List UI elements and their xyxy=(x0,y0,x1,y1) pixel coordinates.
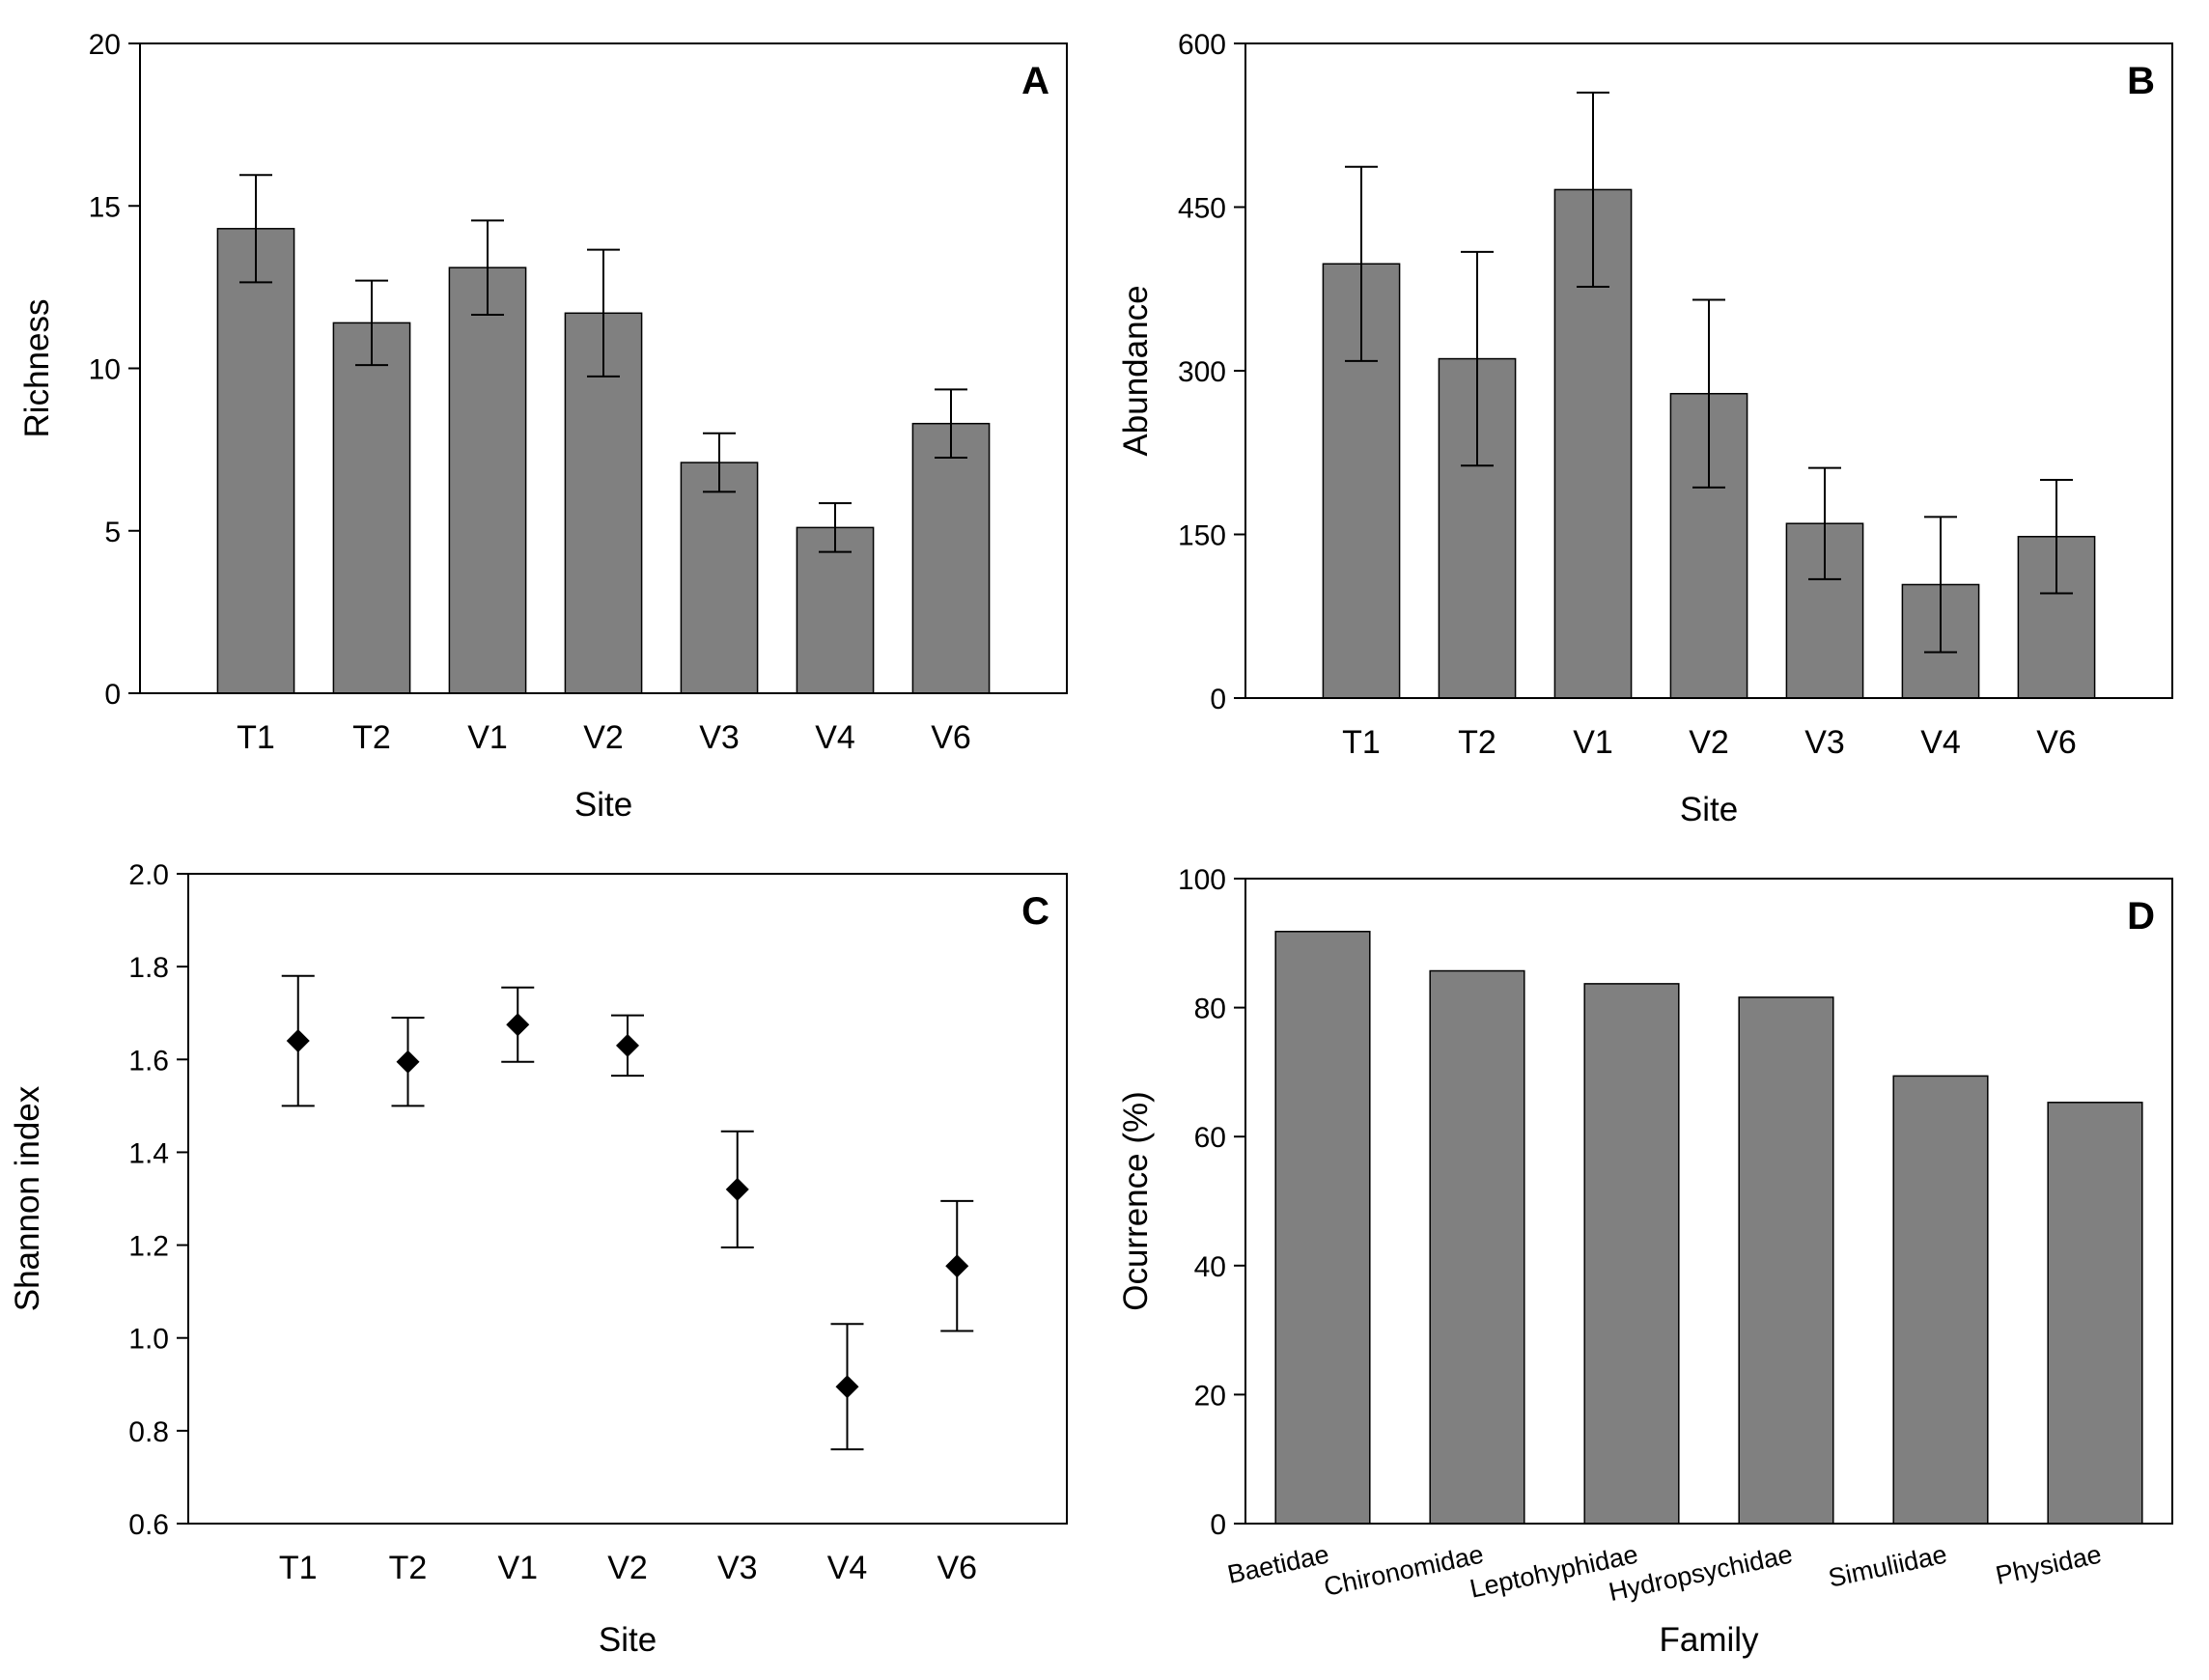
y-axis-title: Ocurrence (%) xyxy=(1117,1091,1155,1311)
x-tick-label: V3 xyxy=(717,1550,758,1586)
y-tick-label: 60 xyxy=(1194,1122,1226,1154)
x-tick-label: T2 xyxy=(1458,724,1496,761)
x-tick-label: V6 xyxy=(2036,724,2077,761)
y-tick-label: 300 xyxy=(1178,356,1226,388)
y-tick-label: 1.0 xyxy=(128,1324,169,1356)
x-axis-title: Site xyxy=(1680,791,1738,828)
y-tick-label: 1.6 xyxy=(128,1045,169,1077)
y-tick-label: 80 xyxy=(1194,994,1226,1025)
bar-physidae xyxy=(2047,1102,2143,1525)
bar-t1 xyxy=(216,228,295,694)
bar-baetidae xyxy=(1274,931,1371,1525)
x-tick-label: V1 xyxy=(1573,724,1613,761)
marker-t2 xyxy=(396,1050,420,1074)
x-tick-label: T1 xyxy=(237,719,275,756)
x-tick-label: V2 xyxy=(1689,724,1729,761)
x-tick-label: T1 xyxy=(1342,724,1381,761)
plot-frame xyxy=(1244,878,2173,1525)
x-tick-label: V3 xyxy=(699,719,740,756)
y-tick-label: 0.6 xyxy=(128,1509,169,1541)
panel-label: C xyxy=(1021,890,1049,933)
y-tick-label: 40 xyxy=(1194,1251,1226,1283)
marker-v3 xyxy=(725,1177,749,1201)
panel-c: 0.6 0.8 1.0 1.2 1.4 1.6 1.8 2.0 T1 T2 V1 V2 V3 V4 V6 Si… xyxy=(9,859,1068,1659)
x-tick-label: Physidae xyxy=(1993,1540,2104,1590)
panel-label: D xyxy=(2127,895,2155,938)
y-tick-label: 2.0 xyxy=(128,859,169,891)
x-tick-label: T1 xyxy=(279,1550,318,1586)
x-tick-label: V4 xyxy=(815,719,855,756)
marker-v1 xyxy=(506,1013,530,1037)
bar-v3 xyxy=(680,462,759,694)
x-tick-label: V6 xyxy=(937,1550,977,1586)
bar-v4 xyxy=(796,526,875,694)
bar-hydropsychidae xyxy=(1738,996,1834,1525)
y-tick-label: 450 xyxy=(1178,193,1226,225)
plot-frame xyxy=(187,873,1068,1525)
x-tick-label: V1 xyxy=(497,1550,538,1586)
x-axis-title: Site xyxy=(599,1621,657,1659)
bar-simuliidae xyxy=(1892,1075,1989,1525)
y-tick-label: 1.4 xyxy=(128,1137,169,1169)
bar-leptohyphidae xyxy=(1583,983,1680,1525)
y-tick-label: 15 xyxy=(89,191,121,223)
panel-label: A xyxy=(1021,60,1049,102)
bar-v6 xyxy=(911,422,991,694)
x-tick-label: Simuliidae xyxy=(1826,1540,1949,1593)
marker-v6 xyxy=(945,1254,969,1278)
x-axis-title: Family xyxy=(1659,1621,1759,1659)
x-tick-label: V3 xyxy=(1804,724,1845,761)
y-tick-label: 100 xyxy=(1178,864,1226,896)
x-tick-label: V6 xyxy=(931,719,971,756)
x-tick-label: V2 xyxy=(607,1550,648,1586)
y-tick-label: 0 xyxy=(104,679,121,711)
y-tick-label: 150 xyxy=(1178,520,1226,552)
x-tick-label: T2 xyxy=(352,719,391,756)
x-tick-label: V4 xyxy=(1920,724,1961,761)
panel-label: B xyxy=(2127,60,2155,102)
y-axis-title: Shannon index xyxy=(9,1085,46,1311)
y-tick-label: 0.8 xyxy=(128,1416,169,1448)
y-tick-label: 600 xyxy=(1178,29,1226,61)
panel-d: 020406080100BaetidaeChironomidaeLeptohyp… xyxy=(1117,864,2173,1659)
bar-t2 xyxy=(332,322,411,694)
x-axis-title: Site xyxy=(574,786,632,824)
y-tick-label: 1.8 xyxy=(128,952,169,984)
y-tick-label: 0 xyxy=(1210,1509,1226,1541)
bar-v1 xyxy=(448,266,527,694)
marker-v2 xyxy=(616,1033,639,1057)
y-tick-label: 20 xyxy=(89,29,121,61)
bar-chironomidae xyxy=(1429,969,1525,1525)
x-tick-label: V2 xyxy=(583,719,624,756)
y-tick-label: 5 xyxy=(104,517,121,548)
x-tick-label: Chironomidae xyxy=(1322,1540,1487,1602)
x-tick-label: V1 xyxy=(467,719,508,756)
y-tick-label: 0 xyxy=(1210,684,1226,715)
panel-b: 0 150 300 450 600 T1 T2 V1 V2 V3 V4 V6 Site Abundance… xyxy=(1117,29,2173,828)
y-axis-title: Abundance xyxy=(1117,285,1155,456)
x-tick-label: T2 xyxy=(389,1550,428,1586)
y-tick-label: 10 xyxy=(89,354,121,386)
x-tick-label: V4 xyxy=(827,1550,868,1586)
marker-v4 xyxy=(835,1375,859,1399)
y-axis-title: Richness xyxy=(18,299,56,438)
y-tick-label: 20 xyxy=(1194,1380,1226,1412)
panel-a: 0 5 10 15 20 T1 T2 V1 V2 V3 V4 V6 Site Richness A xyxy=(18,29,1068,824)
x-tick-label: Baetidae xyxy=(1225,1540,1332,1590)
marker-t1 xyxy=(286,1029,310,1053)
y-tick-label: 1.2 xyxy=(128,1231,169,1263)
